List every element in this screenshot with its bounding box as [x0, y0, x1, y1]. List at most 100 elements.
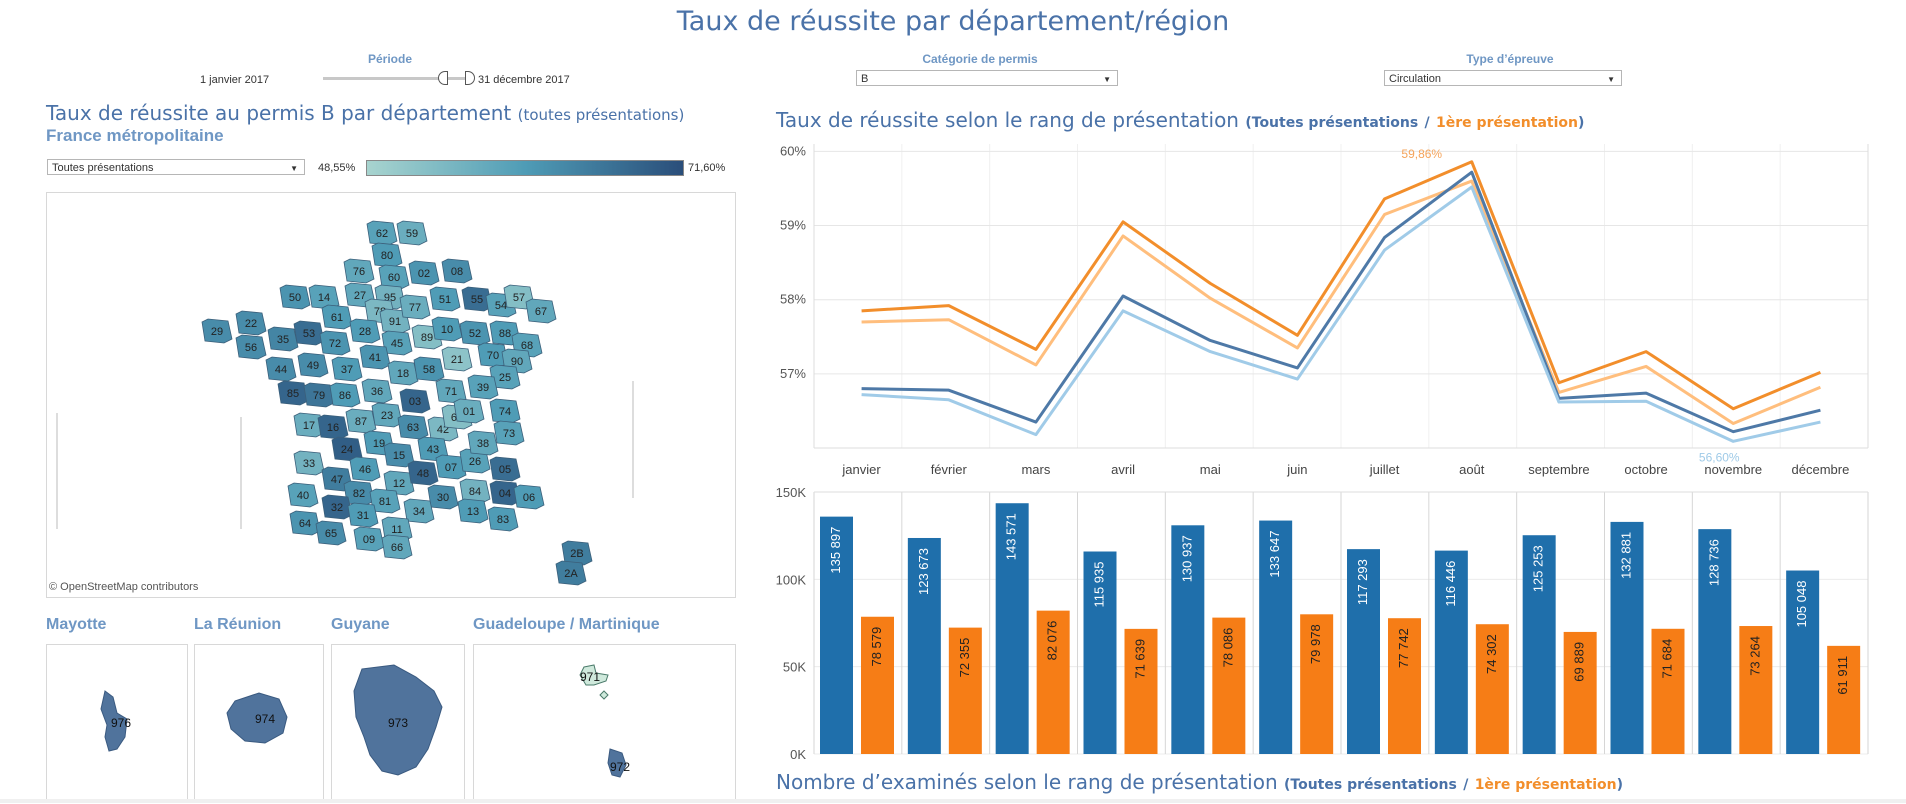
- department-03[interactable]: 03: [399, 388, 431, 414]
- bar-first-9[interactable]: [1563, 631, 1597, 754]
- department-46[interactable]: 46: [349, 456, 381, 482]
- bar-first-5[interactable]: [1212, 617, 1246, 754]
- bar-all-5[interactable]: [1171, 525, 1205, 754]
- bar-first-12[interactable]: [1827, 645, 1861, 754]
- department-35[interactable]: 35: [267, 326, 299, 352]
- department-76[interactable]: 76: [343, 258, 375, 284]
- department-33[interactable]: 33: [293, 450, 325, 476]
- department-81[interactable]: 81: [369, 488, 401, 514]
- department-52[interactable]: 52: [459, 320, 491, 346]
- line-series-3[interactable]: [861, 170, 1821, 434]
- department-31[interactable]: 31: [347, 502, 379, 528]
- department-84[interactable]: 84: [459, 478, 491, 504]
- bar-all-3[interactable]: [995, 503, 1029, 754]
- department-89[interactable]: 89: [411, 324, 443, 350]
- department-04[interactable]: 04: [489, 480, 521, 506]
- bar-first-10[interactable]: [1651, 628, 1685, 754]
- mayotte-map[interactable]: 976: [46, 644, 188, 800]
- reunion-map[interactable]: 974: [194, 644, 324, 800]
- metropole-map[interactable]: 6259807660020850142795789177515554576729…: [47, 193, 735, 597]
- bar-first-11[interactable]: [1739, 626, 1773, 754]
- department-51[interactable]: 51: [429, 286, 461, 312]
- category-select[interactable]: B ▼: [856, 70, 1118, 86]
- department-79[interactable]: 79: [303, 382, 335, 408]
- antilles-shape[interactable]: 971 972: [474, 645, 735, 799]
- bar-all-11[interactable]: [1698, 529, 1732, 754]
- bar-all-10[interactable]: [1610, 521, 1644, 754]
- department-17[interactable]: 17: [293, 412, 325, 438]
- bar-first-6[interactable]: [1300, 614, 1334, 754]
- bar-all-9[interactable]: [1522, 535, 1556, 754]
- department-32[interactable]: 32: [321, 494, 353, 520]
- mayotte-shape[interactable]: 976: [47, 645, 187, 799]
- bar-all-8[interactable]: [1434, 550, 1468, 754]
- department-02[interactable]: 02: [408, 260, 440, 286]
- department-07[interactable]: 07: [435, 454, 467, 480]
- department-87[interactable]: 87: [345, 408, 377, 434]
- department-13[interactable]: 13: [457, 498, 489, 524]
- department-16[interactable]: 16: [317, 414, 349, 440]
- department-48[interactable]: 48: [407, 460, 439, 486]
- department-2A[interactable]: 2A: [555, 560, 587, 586]
- department-37[interactable]: 37: [331, 356, 363, 382]
- department-80[interactable]: 80: [371, 242, 403, 268]
- department-22[interactable]: 22: [235, 310, 267, 336]
- metropole-map-frame[interactable]: 6259807660020850142795789177515554576729…: [46, 192, 736, 598]
- bar-first-1[interactable]: [861, 616, 894, 754]
- bar-all-4[interactable]: [1083, 551, 1117, 754]
- department-2B[interactable]: 2B: [561, 540, 593, 566]
- department-65[interactable]: 65: [315, 520, 347, 546]
- bar-all-1[interactable]: [820, 516, 853, 754]
- department-59[interactable]: 59: [396, 220, 428, 246]
- line-chart[interactable]: 57% 58% 59% 60% janvier février mars avril mai ju…: [770, 136, 1880, 480]
- department-26[interactable]: 26: [459, 448, 491, 474]
- department-23[interactable]: 23: [371, 402, 403, 428]
- department-58[interactable]: 58: [413, 356, 445, 382]
- bar-first-3[interactable]: [1036, 610, 1070, 754]
- department-41[interactable]: 41: [359, 344, 391, 370]
- department-77[interactable]: 77: [399, 294, 431, 320]
- bar-first-8[interactable]: [1475, 624, 1509, 754]
- department-70[interactable]: 70: [477, 342, 509, 368]
- department-43[interactable]: 43: [417, 436, 449, 462]
- department-74[interactable]: 74: [489, 398, 521, 424]
- department-56[interactable]: 56: [235, 334, 267, 360]
- department-28[interactable]: 28: [349, 318, 381, 344]
- department-05[interactable]: 05: [489, 456, 521, 482]
- bar-chart[interactable]: 0K 50K 100K 150K 135 897 123 673 143 571 115 93…: [770, 488, 1880, 762]
- bar-first-2[interactable]: [948, 627, 982, 754]
- presentation-select[interactable]: Toutes présentations ▼: [47, 159, 305, 175]
- department-73[interactable]: 73: [493, 420, 525, 446]
- line-series-1[interactable]: [861, 160, 1821, 411]
- department-50[interactable]: 50: [279, 284, 311, 310]
- line-series-4[interactable]: [861, 185, 1821, 443]
- department-09[interactable]: 09: [353, 526, 385, 552]
- department-64[interactable]: 64: [289, 510, 321, 536]
- guyane-shape[interactable]: 973: [332, 645, 464, 799]
- department-30[interactable]: 30: [427, 484, 459, 510]
- line-series-2[interactable]: [861, 179, 1821, 426]
- department-39[interactable]: 39: [467, 374, 499, 400]
- bar-all-2[interactable]: [907, 537, 941, 754]
- bar-first-7[interactable]: [1388, 618, 1421, 754]
- department-06[interactable]: 06: [513, 484, 545, 510]
- department-71[interactable]: 71: [435, 378, 467, 404]
- department-01[interactable]: 01: [453, 398, 485, 424]
- department-60[interactable]: 60: [378, 264, 410, 290]
- department-67[interactable]: 67: [525, 298, 557, 324]
- bar-all-12[interactable]: [1786, 570, 1820, 754]
- department-61[interactable]: 61: [321, 304, 353, 330]
- department-45[interactable]: 45: [381, 330, 413, 356]
- exam-type-select[interactable]: Circulation ▼: [1384, 70, 1622, 86]
- department-63[interactable]: 63: [397, 414, 429, 440]
- department-38[interactable]: 38: [467, 430, 499, 456]
- period-slider-handle-end[interactable]: [465, 71, 475, 85]
- department-10[interactable]: 10: [431, 316, 463, 342]
- bar-all-7[interactable]: [1347, 549, 1380, 754]
- department-62[interactable]: 62: [366, 220, 398, 246]
- reunion-shape[interactable]: 974: [195, 645, 323, 799]
- department-34[interactable]: 34: [403, 498, 435, 524]
- bar-all-6[interactable]: [1259, 520, 1293, 754]
- bar-first-4[interactable]: [1124, 628, 1158, 754]
- department-44[interactable]: 44: [265, 356, 297, 382]
